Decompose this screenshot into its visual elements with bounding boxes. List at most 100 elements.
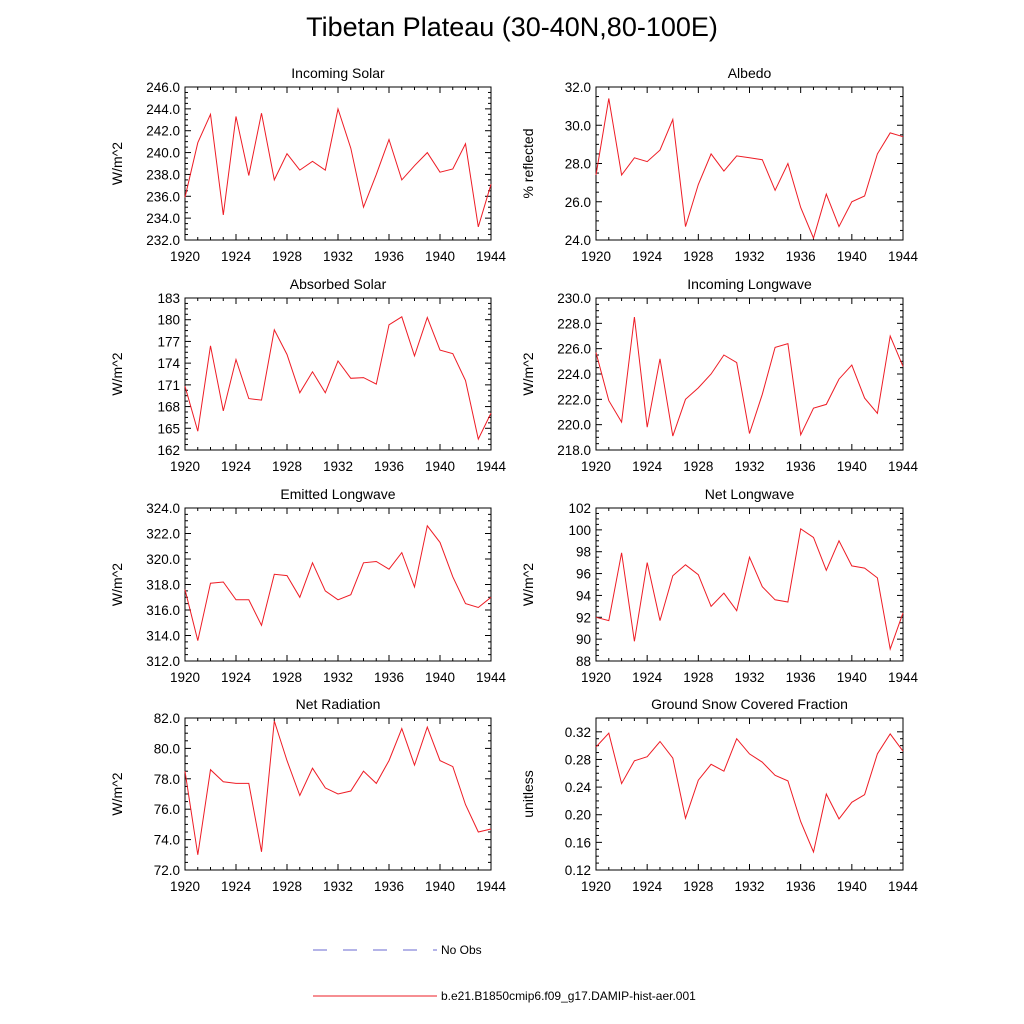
y-tick-label: 90 (576, 632, 591, 647)
y-axis-label: % reflected (520, 128, 536, 198)
x-tick-label: 1932 (734, 249, 764, 264)
y-tick-label: 318.0 (146, 578, 180, 593)
y-tick-label: 100 (568, 523, 591, 538)
panel-2: 1920 1924 1928 1932 1936 1940 1944 24.0 26.0 28.0… (520, 65, 919, 264)
x-tick-label: 1932 (323, 459, 353, 474)
y-tick-label: 230.0 (557, 291, 591, 306)
y-tick-label: 238.0 (146, 167, 180, 182)
y-axis-label: unitless (520, 770, 536, 817)
y-tick-label: 240.0 (146, 146, 180, 161)
panel-title: Emitted Longwave (280, 486, 395, 502)
x-tick-label: 1928 (683, 459, 713, 474)
figure-title: Tibetan Plateau (30-40N,80-100E) (306, 12, 718, 42)
y-tick-label: 30.0 (565, 118, 591, 133)
panel-title: Net Longwave (705, 486, 795, 502)
y-tick-label: 224.0 (557, 367, 591, 382)
x-tick-label: 1932 (734, 670, 764, 685)
y-axis-label: W/m^2 (109, 352, 125, 395)
series-line (184, 524, 492, 641)
x-tick-label: 1920 (581, 459, 611, 474)
panel-6: 1920 1924 1928 1932 1936 1940 1944 88 90 92 94 96 98… (520, 486, 919, 685)
x-tick-label: 1936 (374, 459, 404, 474)
panel-title: Net Radiation (296, 696, 381, 712)
x-tick-label: 1920 (581, 249, 611, 264)
x-tick-label: 1940 (425, 459, 455, 474)
x-tick-label: 1928 (683, 249, 713, 264)
series-line (184, 720, 492, 855)
y-axis-label: W/m^2 (109, 563, 125, 606)
x-tick-label: 1924 (221, 459, 252, 474)
y-tick-label: 88 (576, 654, 591, 669)
x-tick-label: 1944 (888, 249, 919, 264)
series-line (595, 732, 904, 854)
x-tick-label: 1920 (581, 879, 611, 894)
x-tick-label: 1944 (888, 879, 919, 894)
y-tick-label: 82.0 (154, 711, 180, 726)
plot-frame (595, 717, 904, 871)
y-tick-label: 24.0 (565, 233, 591, 248)
x-tick-label: 1936 (786, 459, 816, 474)
panel-5: 1920 1924 1928 1932 1936 1940 1944 312.0 314.0 31… (109, 486, 507, 685)
y-axis-label: W/m^2 (520, 563, 536, 606)
x-tick-label: 1928 (272, 879, 302, 894)
series-line (595, 527, 904, 651)
legend-model-label: b.e21.B1850cmip6.f09_g17.DAMIP-hist-aer.… (441, 989, 696, 1003)
y-tick-label: 0.24 (565, 780, 592, 795)
x-tick-label: 1944 (888, 459, 919, 474)
y-tick-label: 76.0 (154, 802, 180, 817)
y-tick-label: 242.0 (146, 124, 180, 139)
y-tick-label: 171 (157, 378, 180, 393)
y-tick-label: 177 (157, 334, 180, 349)
x-tick-label: 1920 (581, 670, 611, 685)
y-tick-label: 322.0 (146, 527, 180, 542)
x-tick-label: 1928 (272, 670, 302, 685)
y-tick-label: 222.0 (557, 392, 591, 407)
y-tick-label: 165 (157, 421, 180, 436)
y-tick-label: 72.0 (154, 863, 180, 878)
x-tick-label: 1940 (837, 879, 867, 894)
y-tick-label: 168 (157, 400, 180, 415)
x-tick-label: 1940 (837, 670, 867, 685)
plot-frame (595, 507, 904, 662)
x-tick-label: 1940 (425, 670, 455, 685)
y-tick-label: 226.0 (557, 342, 591, 357)
x-tick-label: 1944 (476, 249, 507, 264)
x-tick-label: 1940 (425, 879, 455, 894)
plot-frame (595, 297, 904, 451)
x-tick-label: 1920 (170, 879, 200, 894)
x-tick-label: 1920 (170, 459, 200, 474)
y-tick-label: 183 (157, 291, 180, 306)
y-tick-label: 28.0 (565, 157, 591, 172)
y-tick-label: 218.0 (557, 443, 591, 458)
y-tick-label: 0.16 (565, 835, 591, 850)
panel-title: Absorbed Solar (290, 276, 387, 292)
x-tick-label: 1924 (221, 879, 252, 894)
series-line (595, 316, 904, 437)
y-tick-label: 228.0 (557, 316, 591, 331)
x-tick-label: 1928 (683, 670, 713, 685)
y-tick-label: 244.0 (146, 102, 180, 117)
x-tick-label: 1932 (323, 670, 353, 685)
x-tick-label: 1920 (170, 670, 200, 685)
panel-7: 1920 1924 1928 1932 1936 1940 1944 72.0 74.0 76.0… (109, 696, 507, 894)
x-tick-label: 1924 (632, 670, 663, 685)
x-tick-label: 1944 (476, 459, 507, 474)
x-tick-label: 1936 (786, 879, 816, 894)
x-tick-label: 1936 (374, 879, 404, 894)
series-line (184, 106, 492, 228)
y-axis-label: W/m^2 (520, 352, 536, 395)
y-tick-label: 0.32 (565, 725, 591, 740)
plot-frame (184, 297, 492, 451)
y-tick-label: 80.0 (154, 741, 180, 756)
y-tick-label: 220.0 (557, 418, 591, 433)
y-tick-label: 26.0 (565, 195, 591, 210)
x-tick-label: 1932 (734, 459, 764, 474)
x-tick-label: 1944 (888, 670, 919, 685)
panel-title: Incoming Solar (291, 65, 385, 81)
y-tick-label: 246.0 (146, 80, 180, 95)
series-line (184, 316, 492, 441)
x-tick-label: 1924 (632, 459, 663, 474)
x-tick-label: 1924 (632, 879, 663, 894)
x-tick-label: 1928 (683, 879, 713, 894)
